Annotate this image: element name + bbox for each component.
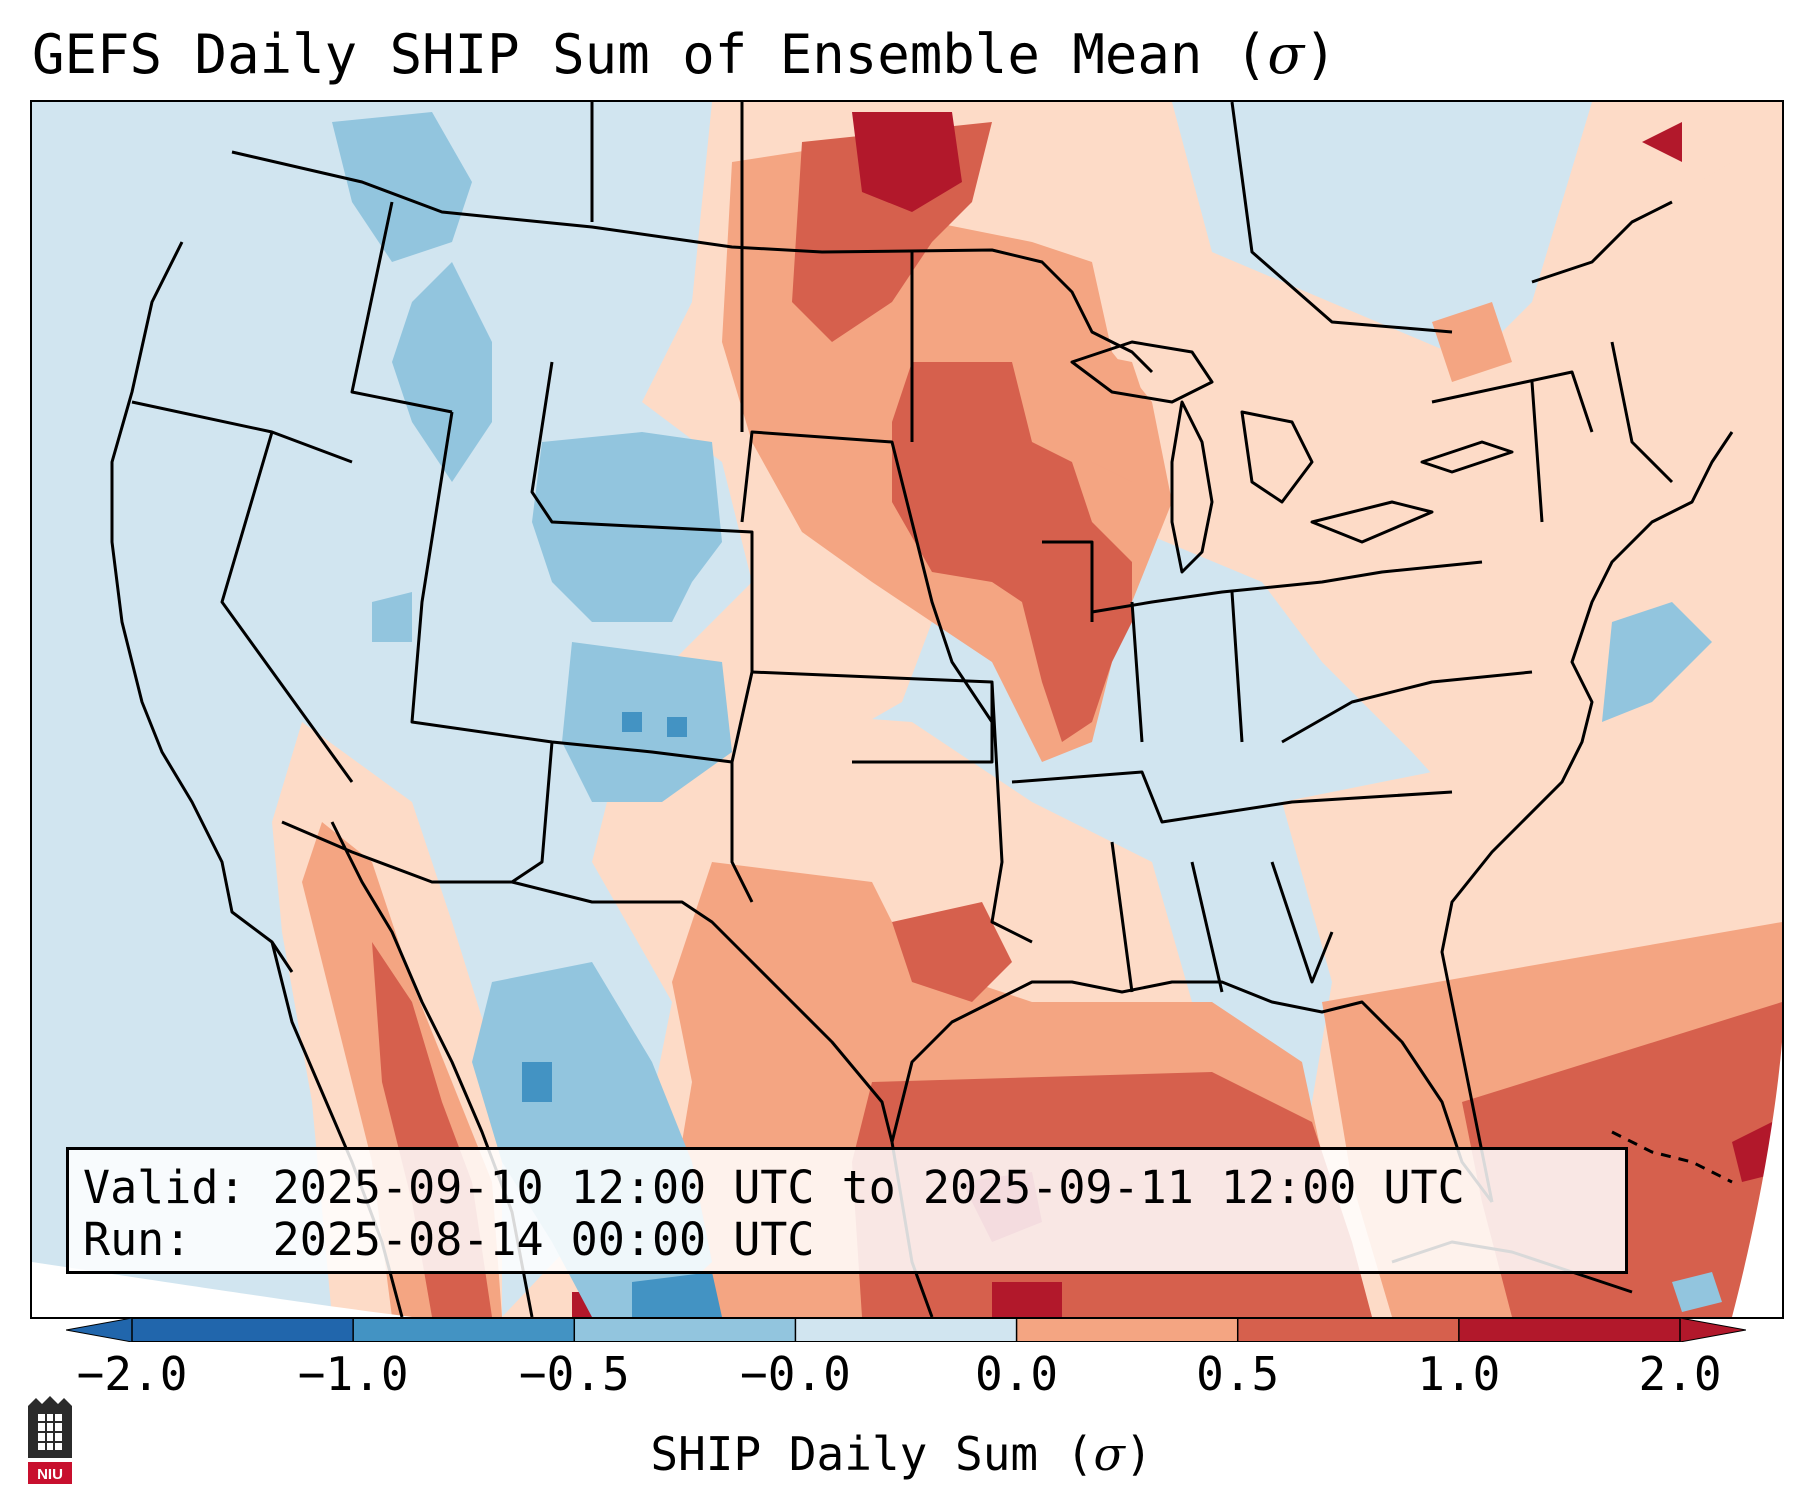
gulf-coastline: [890, 980, 1494, 1203]
colorbar-segment: [353, 1318, 575, 1342]
state-line: [1431, 370, 1594, 523]
political-boundaries: [110, 102, 1734, 1317]
state-line: [1610, 341, 1674, 484]
logo-grid-icon: [38, 1414, 62, 1450]
bahamas-islands: [1611, 1130, 1733, 1184]
state-line: [220, 431, 354, 783]
pacific-coastline: [110, 241, 294, 973]
state-line: [530, 361, 754, 763]
state-line: [1281, 670, 1533, 744]
colorbar-segment: [795, 1318, 1018, 1342]
colorbar-tick-label: −1.0: [297, 1347, 409, 1401]
colorbar-segment: [1016, 1318, 1239, 1342]
lake-ontario: [1420, 440, 1514, 474]
run-time: Run: 2025-08-14 00:00 UTC: [83, 1213, 815, 1266]
colorbar-segment: [132, 1318, 354, 1342]
colorbar-tick-label: 2.0: [1638, 1347, 1722, 1401]
state-line: [1110, 841, 1334, 993]
us-canada-border: [231, 150, 1154, 374]
colorbar-label: SHIP Daily Sum (σ): [650, 1427, 1153, 1481]
logo-text: NIU: [37, 1466, 63, 1483]
colorbar-underflow-arrow: [66, 1318, 133, 1342]
colorbar-tick-label: −0.5: [518, 1347, 630, 1401]
state-line: [350, 201, 453, 414]
map-panel: [30, 100, 1784, 1319]
colorbar-tick-label: −0.0: [740, 1347, 851, 1401]
colorbar-tick-label: 0.5: [1196, 1347, 1280, 1401]
state-line: [590, 102, 914, 442]
state-line: [1130, 591, 1244, 743]
state-line: [1091, 560, 1483, 614]
lake-huron: [1240, 410, 1314, 504]
lake-erie: [1310, 500, 1434, 544]
colorbar-tick-label: −2.0: [76, 1347, 188, 1401]
info-box: Valid: 2025-09-10 12:00 UTC to 2025-09-1…: [66, 1147, 1628, 1274]
state-line: [740, 430, 994, 723]
state-line: [990, 681, 1033, 944]
state-line: [730, 762, 754, 903]
valid-time: Valid: 2025-09-10 12:00 UTC to 2025-09-1…: [83, 1161, 1465, 1214]
lake-michigan: [1170, 400, 1214, 574]
us-mexico-border: [281, 820, 894, 1143]
colorbar-tick-label: 0.0: [975, 1347, 1059, 1401]
colorbar-tick-label: 1.0: [1417, 1347, 1501, 1401]
state-line: [410, 411, 733, 764]
chart-title: GEFS Daily SHIP Sum of Ensemble Mean (σ): [32, 23, 1337, 86]
colorbar-segment: [1237, 1318, 1460, 1342]
map-svg: [32, 102, 1782, 1317]
state-line: [1011, 770, 1453, 824]
colorbar: [66, 1318, 1746, 1342]
lake-superior: [1070, 340, 1214, 404]
atlantic-coastline: [1440, 431, 1734, 1203]
state-line: [511, 741, 554, 884]
colorbar-ticks: −2.0 −1.0 −0.5 −0.0 0.0 0.5 1.0 2.0: [0, 1344, 1803, 1414]
canada-line: [1531, 200, 1673, 284]
colorbar-segment: [574, 1318, 796, 1342]
niu-logo: NIU: [28, 1396, 72, 1484]
state-line: [751, 670, 994, 764]
state-line: [1042, 540, 1094, 622]
logo-badge: [28, 1462, 72, 1484]
colorbar-segment: [1458, 1318, 1681, 1342]
canada-line: [1230, 102, 1453, 334]
colorbar-overflow-arrow: [1679, 1318, 1746, 1342]
